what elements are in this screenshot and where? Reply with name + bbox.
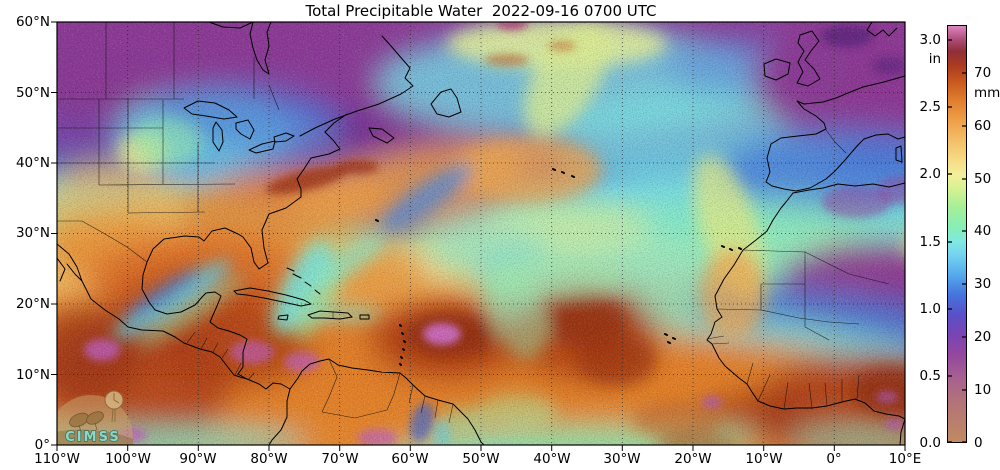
logo-ground bbox=[57, 429, 133, 445]
colorbar-tick-label-mm: 50 bbox=[974, 171, 992, 187]
colorbar-tick-marks bbox=[947, 39, 967, 443]
page-title: Total Precipitable Water 2022-09-16 0700… bbox=[305, 2, 657, 20]
colorbar-tick-label-mm: 30 bbox=[974, 276, 992, 292]
colorbar-tick-label-mm: 70 bbox=[974, 65, 992, 81]
x-tick-label: 110°W bbox=[34, 451, 80, 467]
y-tick-label: 40°N bbox=[15, 155, 50, 171]
colorbar-tick-label-in: 3.0 bbox=[919, 32, 941, 48]
colorbar-tick-label-in: 2.0 bbox=[919, 166, 941, 182]
y-tick-label: 20°N bbox=[15, 296, 50, 312]
colorbar-tick-label-in: 1.5 bbox=[919, 234, 941, 250]
y-tick-label: 0° bbox=[34, 437, 50, 453]
logo-clock-tower bbox=[111, 393, 120, 423]
colorbar-tick-label-mm: 60 bbox=[974, 118, 992, 134]
colorbar-unit-in: in bbox=[928, 51, 941, 67]
colorbar-gradient bbox=[947, 25, 967, 443]
x-tick-label: 80°W bbox=[250, 451, 288, 467]
y-tick-label: 10°N bbox=[15, 367, 50, 383]
colorbar-tick-label-in: 0.0 bbox=[919, 435, 941, 451]
satellite-dish-icons bbox=[69, 411, 104, 433]
colorbar-tick-label-in: 0.5 bbox=[919, 368, 941, 384]
colorbar-unit-mm: mm bbox=[974, 85, 1000, 101]
colorbar-tick-label-in: 2.5 bbox=[919, 99, 941, 115]
x-tick-label: 40°W bbox=[533, 451, 571, 467]
political-borders bbox=[57, 22, 890, 424]
x-tick-label: 50°W bbox=[462, 451, 500, 467]
colorbar-tick-label-in: 1.0 bbox=[919, 301, 941, 317]
y-tick-label: 30°N bbox=[15, 225, 50, 241]
x-tick-label: 70°W bbox=[321, 451, 359, 467]
x-tick-label: 20°W bbox=[674, 451, 712, 467]
x-tick-label: 60°W bbox=[391, 451, 429, 467]
x-tick-label: 0° bbox=[826, 451, 842, 467]
x-tick-label: 10°W bbox=[745, 451, 783, 467]
x-tick-label: 90°W bbox=[179, 451, 217, 467]
y-tick-label: 50°N bbox=[15, 85, 50, 101]
colorbar-tick-label-mm: 20 bbox=[974, 329, 992, 345]
x-tick-label: 100°W bbox=[105, 451, 151, 467]
colorbar-tick-label-mm: 10 bbox=[974, 382, 992, 398]
coastlines bbox=[57, 22, 905, 445]
x-tick-label: 10°E bbox=[888, 451, 922, 467]
x-tick-label: 30°W bbox=[603, 451, 641, 467]
colorbar-tick-label-mm: 40 bbox=[974, 223, 992, 239]
map-canvas: CIMSS bbox=[51, 21, 906, 451]
cimss-logo: CIMSS bbox=[57, 390, 133, 445]
axis-tick-marks bbox=[51, 21, 906, 451]
y-tick-label: 60°N bbox=[15, 14, 50, 30]
colorbar-tick-label-mm: 0 bbox=[974, 435, 983, 451]
logo-text: CIMSS bbox=[65, 430, 120, 445]
graticule-grid bbox=[57, 22, 905, 445]
